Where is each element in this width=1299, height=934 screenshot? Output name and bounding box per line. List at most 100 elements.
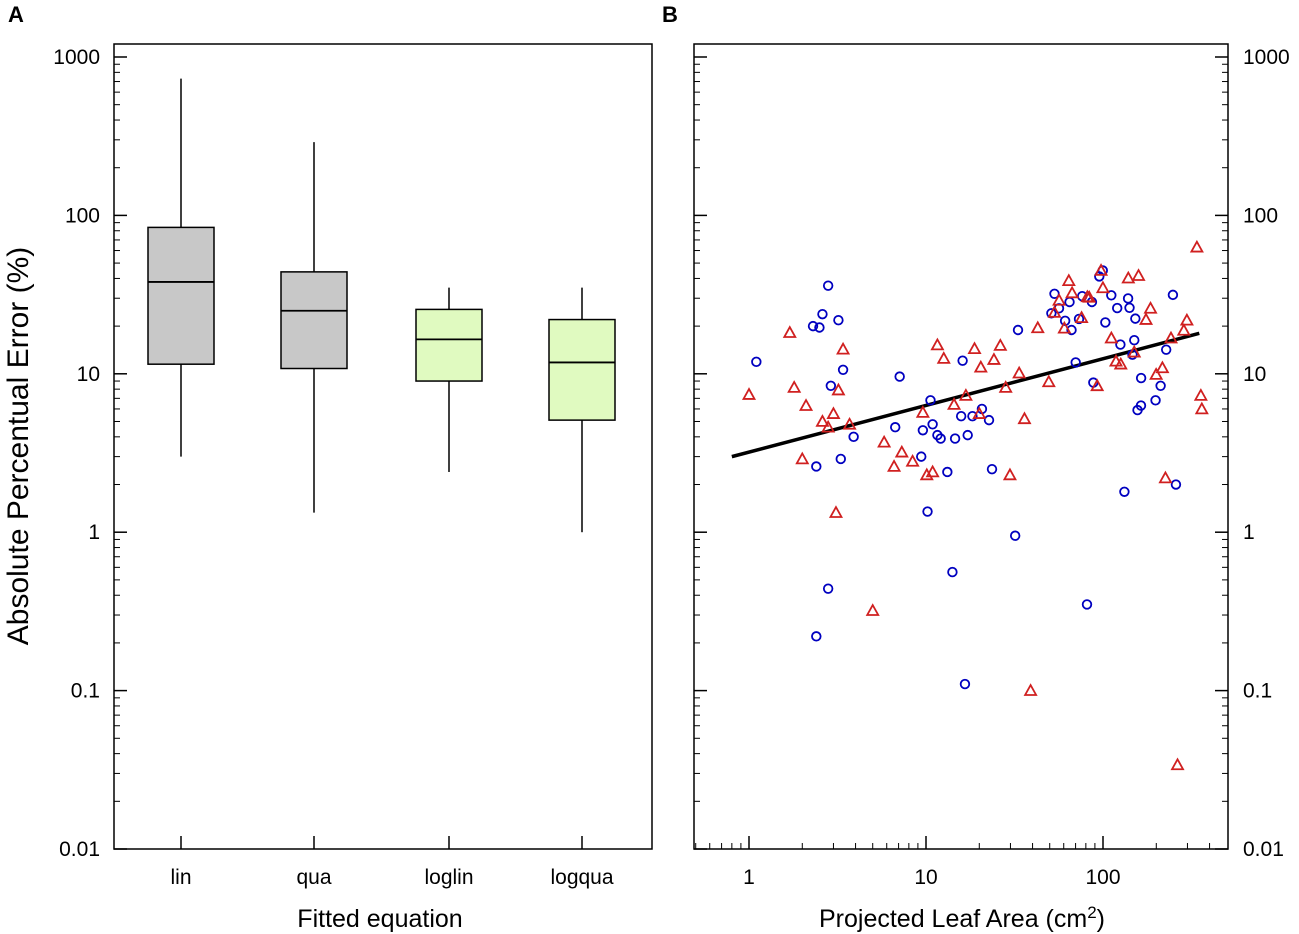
point-triangle bbox=[1023, 683, 1038, 696]
point-circle bbox=[962, 429, 973, 441]
point-circle bbox=[1160, 344, 1172, 355]
point-triangle bbox=[967, 341, 982, 355]
point-circle bbox=[1070, 357, 1081, 368]
point-triangle bbox=[930, 337, 945, 351]
point-triangle bbox=[1121, 270, 1136, 284]
point-triangle bbox=[1155, 360, 1170, 374]
point-triangle bbox=[782, 325, 797, 338]
point-triangle bbox=[865, 603, 880, 616]
point-circle bbox=[1100, 317, 1111, 328]
point-triangle bbox=[1138, 312, 1154, 325]
point-triangle bbox=[815, 414, 830, 427]
point-triangle bbox=[741, 387, 757, 400]
point-triangle bbox=[1052, 292, 1067, 306]
point-triangle bbox=[1104, 330, 1119, 344]
a-y-tick-label: 1000 bbox=[53, 46, 100, 69]
point-triangle bbox=[972, 406, 987, 419]
b-y-tick-label: 1000 bbox=[1243, 46, 1290, 69]
point-triangle bbox=[799, 398, 814, 411]
panel-b-fit bbox=[731, 331, 1200, 459]
point-circle bbox=[1112, 302, 1123, 314]
point-triangle bbox=[787, 380, 802, 393]
point-circle bbox=[1106, 290, 1117, 301]
fit-line bbox=[731, 331, 1200, 459]
point-triangle bbox=[1012, 365, 1027, 379]
point-triangle bbox=[958, 388, 973, 401]
point-triangle bbox=[1194, 401, 1209, 415]
point-circle bbox=[1009, 530, 1021, 541]
point-triangle bbox=[828, 505, 844, 518]
point-circle bbox=[1170, 479, 1182, 490]
a-x-tick-label: lin bbox=[170, 866, 191, 889]
panel-b-xlabel-main: Projected Leaf Area (cm bbox=[819, 905, 1087, 933]
b-y-tick-label: 100 bbox=[1243, 204, 1278, 227]
point-triangle bbox=[1131, 268, 1146, 281]
point-triangle bbox=[1002, 467, 1017, 481]
point-circle bbox=[1066, 324, 1077, 336]
point-triangle bbox=[1061, 273, 1076, 287]
point-triangle bbox=[936, 351, 951, 364]
point-triangle bbox=[1176, 323, 1191, 336]
point-triangle bbox=[1163, 330, 1179, 344]
point-circle bbox=[925, 395, 936, 406]
point-circle bbox=[916, 451, 927, 462]
point-circle bbox=[1135, 372, 1147, 384]
point-circle bbox=[1129, 334, 1140, 346]
a-x-tick-label: loglin bbox=[424, 866, 473, 889]
panel-b-xlabel-end: ) bbox=[1097, 905, 1105, 933]
panel-a-x-axis: lin qua loglin logqua bbox=[170, 836, 614, 889]
point-triangle bbox=[915, 405, 930, 418]
point-circle bbox=[959, 678, 971, 690]
point-triangle bbox=[1047, 305, 1062, 318]
point-circle bbox=[1167, 289, 1179, 301]
a-y-tick-label: 100 bbox=[65, 204, 100, 227]
point-triangle bbox=[1189, 239, 1204, 253]
panel-b-xlabel: Projected Leaf Area (cm2) bbox=[819, 903, 1105, 933]
point-triangle bbox=[905, 454, 920, 467]
point-circle bbox=[1119, 486, 1130, 497]
point-triangle bbox=[795, 451, 810, 465]
box-iqr bbox=[280, 271, 348, 370]
a-y-tick-label: 0.1 bbox=[71, 680, 100, 703]
point-circle bbox=[807, 320, 819, 332]
point-triangle bbox=[1094, 263, 1109, 276]
point-circle bbox=[894, 371, 905, 382]
point-circle bbox=[1150, 395, 1161, 406]
b-y-tick-label: 10 bbox=[1243, 363, 1266, 386]
b-x-tick-label: 10 bbox=[914, 866, 937, 889]
a-x-tick-label: qua bbox=[296, 866, 331, 889]
point-circle bbox=[1081, 599, 1093, 610]
panel-a-label: A bbox=[8, 2, 24, 27]
point-triangle bbox=[1030, 320, 1045, 334]
point-triangle bbox=[998, 380, 1013, 393]
panel-b-label: B bbox=[662, 2, 678, 27]
point-circle bbox=[1073, 313, 1085, 325]
point-triangle bbox=[1127, 344, 1142, 358]
point-circle bbox=[1115, 339, 1126, 350]
point-triangle bbox=[947, 397, 962, 410]
b-y-tick-label: 0.1 bbox=[1243, 680, 1272, 703]
point-triangle bbox=[1149, 367, 1164, 380]
point-circle bbox=[1135, 400, 1147, 411]
point-triangle bbox=[836, 341, 851, 355]
box-iqr bbox=[147, 226, 215, 365]
point-triangle bbox=[1017, 411, 1032, 425]
point-circle bbox=[922, 506, 933, 517]
point-circle bbox=[890, 422, 901, 433]
panel-b-x-axis: 1 10 100 bbox=[695, 836, 1211, 889]
panel-a-boxes bbox=[147, 78, 616, 533]
series-triangles bbox=[741, 239, 1209, 771]
point-triangle bbox=[821, 419, 836, 433]
box-iqr bbox=[548, 318, 616, 421]
point-circle bbox=[957, 355, 968, 366]
box-lin bbox=[147, 78, 215, 457]
panel-b-y-axis: 0.01 0.1 1 10 100 1000 bbox=[694, 46, 1290, 861]
panel-b: 0.01 0.1 1 10 100 1000 1 10 100 Projected Leaf … bbox=[693, 43, 1290, 933]
point-triangle bbox=[986, 352, 1001, 365]
a-y-tick-label: 1 bbox=[88, 521, 100, 544]
point-circle bbox=[817, 308, 828, 320]
point-circle bbox=[822, 280, 834, 291]
point-circle bbox=[986, 463, 998, 475]
box-qua bbox=[280, 142, 348, 513]
